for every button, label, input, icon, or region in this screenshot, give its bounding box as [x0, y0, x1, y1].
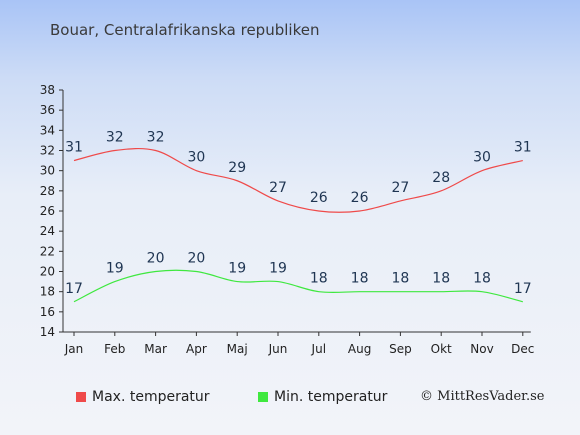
chart-title: Bouar, Centralafrikanska republiken — [50, 21, 320, 39]
x-tick-label: Jan — [64, 342, 84, 356]
data-label-max: 26 — [351, 190, 369, 206]
axes: 14 16 18 20 22 24 26 28 30 32 34 36 38 Jan Feb Mar Apr Ma… — [40, 83, 535, 356]
y-tick-label: 26 — [40, 204, 55, 218]
x-tick-label: Dec — [511, 342, 534, 356]
data-label-min: 19 — [106, 261, 124, 277]
data-label-min: 19 — [228, 261, 246, 277]
data-label-max: 27 — [269, 180, 287, 196]
x-tick-label: Nov — [470, 342, 493, 356]
x-tick-label: Feb — [104, 342, 125, 356]
data-label-max: 31 — [514, 140, 532, 156]
data-label-min: 20 — [147, 251, 165, 267]
y-tick-label: 36 — [40, 103, 55, 117]
data-label-max: 30 — [473, 150, 491, 166]
y-tick-label: 30 — [40, 164, 55, 178]
y-tick-label: 16 — [40, 305, 55, 319]
legend-swatch-max — [76, 392, 86, 402]
data-label-min: 18 — [391, 271, 409, 287]
temperature-chart: 14 16 18 20 22 24 26 28 30 32 34 36 38 Jan Feb Mar Apr Ma… — [40, 83, 535, 356]
data-label-max: 32 — [106, 130, 124, 146]
y-tick-label: 18 — [40, 285, 55, 299]
legend-swatch-min — [258, 392, 268, 402]
series-max-temperature: 31 32 32 30 29 27 26 26 27 28 30 31 — [65, 130, 532, 213]
series-min-temperature: 17 19 20 20 19 19 18 18 18 18 18 17 — [65, 251, 532, 303]
series-line-max — [73, 147, 523, 213]
legend-label-min: Min. temperatur — [274, 389, 388, 405]
x-tick-label: Jun — [268, 342, 288, 356]
data-label-min: 17 — [514, 281, 532, 297]
data-label-max: 28 — [432, 170, 450, 186]
legend-label-max: Max. temperatur — [92, 389, 210, 405]
data-label-min: 20 — [187, 251, 205, 267]
y-tick-label: 32 — [40, 144, 55, 158]
data-label-min: 19 — [269, 261, 287, 277]
y-tick-label: 38 — [40, 83, 55, 97]
data-label-max: 27 — [391, 180, 409, 196]
x-tick-label: Jul — [311, 342, 326, 356]
x-tick-label: Mar — [144, 342, 167, 356]
data-label-min: 17 — [65, 281, 83, 297]
series-line-min — [73, 269, 523, 303]
x-tick-label: Apr — [186, 342, 207, 356]
y-tick-label: 28 — [40, 184, 55, 198]
data-label-max: 30 — [187, 150, 205, 166]
legend-item-min: Min. temperatur — [258, 389, 387, 405]
data-label-min: 18 — [351, 271, 369, 287]
data-label-max: 29 — [228, 160, 246, 176]
y-tick-label: 14 — [40, 325, 55, 339]
x-tick-label: Okt — [431, 342, 452, 356]
x-tick-label: Sep — [389, 342, 412, 356]
y-tick-label: 20 — [40, 265, 55, 279]
x-tick-label: Maj — [227, 342, 248, 356]
data-label-min: 18 — [473, 271, 491, 287]
legend-item-max: Max. temperatur — [76, 389, 210, 405]
data-label-min: 18 — [432, 271, 450, 287]
data-label-max: 26 — [310, 190, 328, 206]
data-label-max: 31 — [65, 140, 83, 156]
data-label-min: 18 — [310, 271, 328, 287]
x-tick-label: Aug — [348, 342, 371, 356]
y-tick-label: 24 — [40, 224, 55, 238]
y-tick-label: 22 — [40, 244, 55, 258]
credit-text: © MittResVader.se — [420, 389, 545, 404]
data-label-max: 32 — [147, 130, 165, 146]
y-tick-label: 34 — [40, 123, 55, 137]
